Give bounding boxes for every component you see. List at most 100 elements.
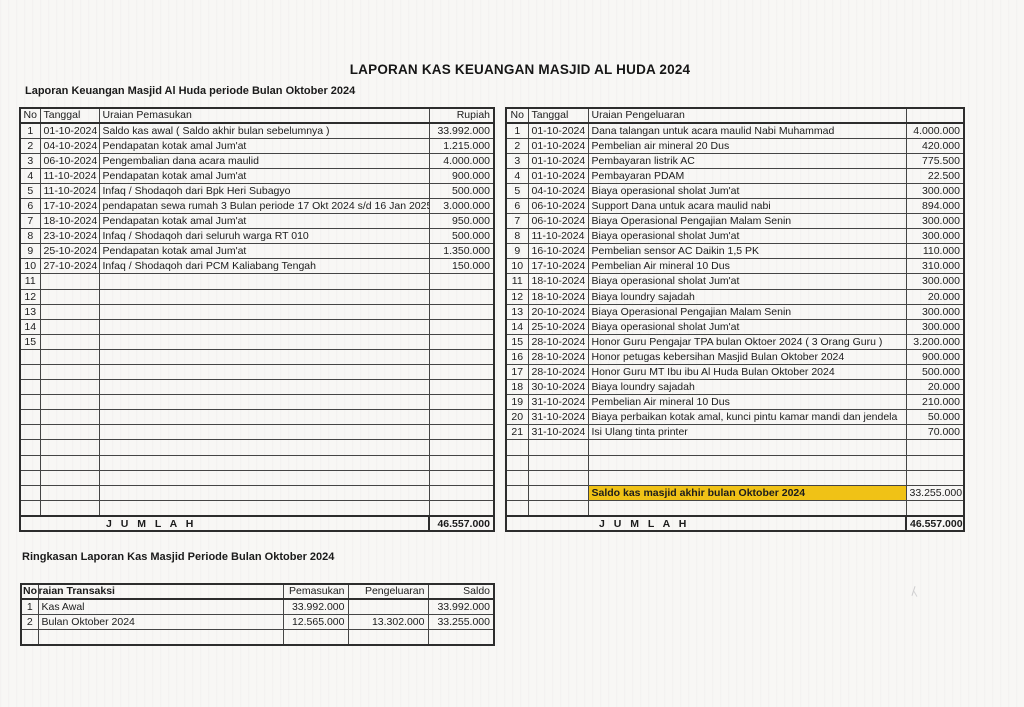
cell-rupiah (428, 333, 495, 350)
cell-uraian: Saldo kas awal ( Saldo akhir bulan sebel… (98, 122, 430, 139)
cell-tanggal: 11-10-2024 (39, 182, 100, 199)
cell-rupiah: 900.000 (905, 348, 965, 366)
cell-no: 6 (505, 197, 529, 215)
cell-tanggal: 27-10-2024 (39, 258, 100, 275)
cell-rupiah: 310.000 (905, 258, 965, 275)
table-row: 7 06-10-2024 Biaya Operasional Pengajian M… (505, 213, 965, 230)
cell-no: 5 (19, 182, 41, 199)
cell-tanggal: 31-10-2024 (527, 409, 589, 426)
cell-tanggal (527, 469, 589, 486)
cell-tanggal: 04-10-2024 (527, 182, 589, 199)
table-row (19, 394, 495, 411)
cell-tanggal: 17-10-2024 (39, 197, 100, 215)
cell-rupiah (905, 499, 965, 517)
cell-no (505, 499, 529, 517)
cell-no (19, 363, 41, 381)
cell-uraian (98, 288, 430, 305)
table-row (505, 469, 965, 486)
cell-no: 14 (19, 318, 41, 335)
cell-no: 2 (20, 613, 39, 630)
cell-uraian: Pendapatan kotak amal Jum'at (98, 137, 430, 154)
cell-rupiah (428, 424, 495, 441)
cell-uraian: Infaq / Shodaqoh dari Bpk Heri Subagyo (98, 182, 430, 199)
table-row: 2 04-10-2024 Pendapatan kotak amal Jum'at 1… (19, 137, 495, 154)
cell-tanggal: 01-10-2024 (39, 122, 100, 139)
cell-no: 3 (19, 152, 41, 169)
cell-tanggal (39, 424, 100, 441)
cell-rupiah: 950.000 (428, 213, 495, 230)
cell-uraian: Biaya operasional sholat Jum'at (587, 228, 907, 245)
cell-rupiah (905, 469, 965, 486)
cell-tanggal (39, 333, 100, 350)
cell-tanggal: 17-10-2024 (527, 258, 589, 275)
cell-no: 2 (505, 137, 529, 154)
cell-no: 9 (19, 243, 41, 260)
cell-no (19, 499, 41, 517)
cell-rupiah: 300.000 (905, 213, 965, 230)
cell-rupiah: 894.000 (905, 197, 965, 215)
total-row: J U M L A H 46.557.000 (19, 514, 495, 533)
cell-tanggal: 28-10-2024 (527, 333, 589, 350)
header-no: No (505, 107, 529, 124)
cell-uraian (98, 484, 430, 501)
table-row: 3 06-10-2024 Pengembalian dana acara mauli… (19, 152, 495, 169)
cell-rupiah: 110.000 (905, 243, 965, 260)
table-row: 8 23-10-2024 Infaq / Shodaqoh dari seluruh… (19, 228, 495, 245)
cell-rupiah (428, 379, 495, 396)
cell-tanggal (39, 348, 100, 366)
cell-tanggal: 11-10-2024 (39, 167, 100, 184)
cell-rupiah (428, 288, 495, 305)
cell-no: 14 (505, 318, 529, 335)
table-row: 12 18-10-2024 Biaya loundry sajadah 20.000 (505, 288, 965, 305)
table-row: 5 11-10-2024 Infaq / Shodaqoh dari Bpk Her… (19, 182, 495, 199)
summary-table-body: 1 Kas Awal 33.992.000 33.992.000 2 Bulan Okto… (20, 598, 495, 646)
cell-rupiah: 4.000.000 (905, 122, 965, 139)
cell-rupiah: 20.000 (905, 379, 965, 396)
cell-no: 3 (505, 152, 529, 169)
cell-tanggal: 11-10-2024 (527, 228, 589, 245)
cell-tanggal: 28-10-2024 (527, 348, 589, 366)
cell-tanggal (39, 409, 100, 426)
table-row: Saldo kas masjid akhir bulan Oktober 202… (505, 484, 965, 501)
cell-rupiah: 3.200.000 (905, 333, 965, 350)
cell-tanggal: 01-10-2024 (527, 152, 589, 169)
cell-no: 20 (505, 409, 529, 426)
cell-tanggal: 06-10-2024 (527, 197, 589, 215)
cell-tanggal: 18-10-2024 (39, 213, 100, 230)
cell-rupiah: 900.000 (428, 167, 495, 184)
cell-rupiah: 300.000 (905, 303, 965, 320)
cell-uraian: Biaya Operasional Pengajian Malam Senin (587, 303, 907, 320)
income-table-header: No Tanggal Uraian Pemasukan Rupiah (19, 107, 495, 124)
header-row: No raian Transaksi Pemasukan Pengeluaran… (20, 583, 495, 600)
cell-no (19, 454, 41, 471)
cell-tanggal: 25-10-2024 (527, 318, 589, 335)
header-row: No Tanggal Uraian Pemasukan Rupiah (19, 107, 495, 124)
table-row: 17 28-10-2024 Honor Guru MT Ibu ibu Al Hud… (505, 363, 965, 381)
cell-tanggal (39, 273, 100, 290)
cell-no (505, 484, 529, 501)
table-row: 19 31-10-2024 Pembelian Air mineral 10 Dus… (505, 394, 965, 411)
header-uraian-pengeluaran: Uraian Pengeluaran (587, 107, 907, 124)
table-row: 18 30-10-2024 Biaya loundry sajadah 20.000 (505, 379, 965, 396)
cell-rupiah: 20.000 (905, 288, 965, 305)
cell-no: 15 (505, 333, 529, 350)
cell-no: 12 (19, 288, 41, 305)
cell-uraian (98, 424, 430, 441)
cell-rupiah: 500.000 (905, 363, 965, 381)
cell-no (19, 484, 41, 501)
summary-table: No raian Transaksi Pemasukan Pengeluaran… (20, 583, 495, 646)
cell-no (505, 469, 529, 486)
cell-no: 9 (505, 243, 529, 260)
cell-tanggal: 04-10-2024 (39, 137, 100, 154)
cell-rupiah: 775.500 (905, 152, 965, 169)
table-row: 9 16-10-2024 Pembelian sensor AC Daikin 1,… (505, 243, 965, 260)
table-row: 2 01-10-2024 Pembelian air mineral 20 Dus 4… (505, 137, 965, 154)
cell-no (19, 379, 41, 396)
cell-tanggal: 16-10-2024 (527, 243, 589, 260)
expense-total-label: J U M L A H (505, 514, 907, 533)
cell-pengeluaran: 13.302.000 (347, 613, 429, 630)
header-tanggal: Tanggal (527, 107, 589, 124)
table-row (19, 363, 495, 381)
table-row (19, 439, 495, 456)
table-row: 10 27-10-2024 Infaq / Shodaqoh dari PCM Ka… (19, 258, 495, 275)
